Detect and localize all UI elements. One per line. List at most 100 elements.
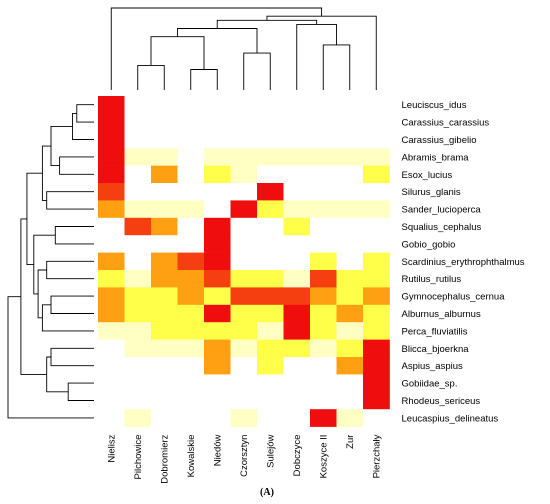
heatmap-cell — [257, 148, 284, 166]
heatmap-cell — [124, 357, 152, 375]
heatmap-cell — [257, 200, 284, 219]
heatmap-cell — [98, 270, 125, 288]
heatmap-cell — [310, 148, 337, 166]
heatmap-cell — [363, 374, 390, 393]
heatmap-cell — [336, 148, 364, 166]
heatmap-cell — [257, 304, 284, 323]
heatmap-cell — [363, 183, 390, 201]
heatmap-cell — [151, 165, 178, 184]
heatmap-cell — [257, 322, 284, 340]
heatmap-cell — [204, 357, 231, 375]
heatmap-cell — [283, 130, 311, 149]
heatmap-cell — [257, 252, 284, 271]
heatmap-cell — [310, 252, 337, 271]
heatmap-cell — [283, 96, 311, 114]
heatmap-cell — [124, 235, 152, 253]
column-label: Czorsztyn — [239, 435, 250, 477]
heatmap-cell — [230, 252, 258, 271]
heatmap-cell — [230, 235, 258, 253]
heatmap-cell — [124, 391, 152, 410]
heatmap-cell — [230, 113, 258, 132]
dendrogram-branch — [322, 44, 351, 90]
heatmap-cell — [283, 270, 311, 288]
heatmap-cell — [283, 217, 311, 236]
heatmap-cell — [336, 409, 364, 427]
heatmap-cell — [204, 287, 231, 306]
row-label: Gymnocephalus_cernua — [402, 292, 506, 303]
heatmap-cell — [177, 165, 205, 184]
dendrogram-branch — [33, 234, 56, 295]
heatmap-cell — [230, 322, 258, 340]
heatmap-cell — [151, 304, 178, 323]
heatmap-cell — [310, 391, 337, 410]
heatmap-cell — [230, 339, 258, 358]
dendrogram-branch — [72, 112, 94, 140]
heatmap-cell — [230, 165, 258, 184]
heatmap-cell — [283, 357, 311, 375]
dendrogram-branch — [46, 260, 94, 280]
heatmap-cell — [177, 252, 205, 271]
heatmap-cell — [230, 148, 258, 166]
heatmap-cell — [177, 391, 205, 410]
row-label: Gobiidae_sp. — [402, 379, 458, 390]
row-label: Squalius_cephalus — [402, 222, 482, 233]
heatmap-cell — [177, 148, 205, 166]
dendrogram-branch — [76, 104, 94, 123]
heatmap-cell — [257, 391, 284, 410]
heatmap-cell — [98, 391, 125, 410]
heatmap-cell — [177, 96, 205, 114]
heatmap-cell — [336, 270, 364, 288]
heatmap-cell — [257, 96, 284, 114]
heatmap-cell — [363, 200, 390, 219]
heatmap-cell — [310, 374, 337, 393]
heatmap-cell — [336, 287, 364, 306]
heatmap-cell — [177, 304, 205, 323]
heatmap-cell — [283, 322, 311, 340]
heatmap-cell — [310, 217, 337, 236]
heatmap-cell — [230, 287, 258, 306]
heatmap-cell — [310, 322, 337, 340]
heatmap-cell — [363, 304, 390, 323]
heatmap-cell — [124, 96, 152, 114]
dendrogram-branch — [46, 356, 69, 393]
heatmap-cell — [283, 200, 311, 219]
heatmap-cell — [336, 339, 364, 358]
heatmap-cell — [124, 165, 152, 184]
heatmap-cell — [336, 252, 364, 271]
heatmap-cell — [363, 322, 390, 340]
heatmap-cell — [230, 217, 258, 236]
row-label: Rutilus_rutilus — [402, 274, 462, 285]
heatmap-cell — [151, 130, 178, 149]
column-labels: Nielisz Pilchowice Dobromierz Kowalskie Nied… — [107, 434, 383, 483]
column-label: Dobromierz — [160, 434, 171, 483]
heatmap-cell — [204, 183, 231, 201]
heatmap-cell — [283, 339, 311, 358]
heatmap-cell — [363, 339, 390, 358]
heatmap-cell — [363, 357, 390, 375]
row-label: Carassius_carassius — [402, 118, 490, 129]
column-label: Niedów — [213, 434, 224, 466]
heatmap-cell — [336, 113, 364, 132]
column-label: Zur — [345, 435, 356, 449]
heatmap-cell — [204, 339, 231, 358]
heatmap-cell — [310, 270, 337, 288]
heatmap-cell — [283, 113, 311, 132]
heatmap-cell — [98, 339, 125, 358]
heatmap-cell — [230, 409, 258, 427]
heatmap-cell — [310, 304, 337, 323]
heatmap-cell — [204, 200, 231, 219]
heatmap-cell — [177, 217, 205, 236]
heatmap-cell — [310, 409, 337, 427]
heatmap-cell — [363, 96, 390, 114]
row-label: Leuciscus_idus — [402, 100, 467, 111]
dendrogram-branch — [50, 126, 73, 167]
heatmap-cell — [98, 165, 125, 184]
heatmap-cell — [151, 270, 178, 288]
heatmap-cell — [177, 409, 205, 427]
heatmap-cell — [257, 113, 284, 132]
heatmap-cell — [336, 130, 364, 149]
heatmap-cell — [310, 96, 337, 114]
heatmap-cell — [230, 183, 258, 201]
heatmap-cell — [177, 357, 205, 375]
heatmap-cell — [151, 339, 178, 358]
